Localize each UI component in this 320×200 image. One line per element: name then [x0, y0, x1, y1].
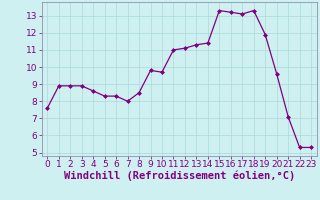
- X-axis label: Windchill (Refroidissement éolien,°C): Windchill (Refroidissement éolien,°C): [64, 171, 295, 181]
